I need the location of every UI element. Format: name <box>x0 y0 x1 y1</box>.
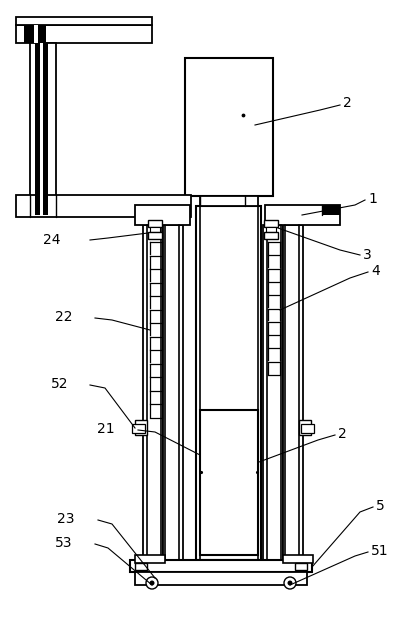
Polygon shape <box>30 43 56 215</box>
Polygon shape <box>301 424 314 433</box>
Text: 21: 21 <box>97 422 115 436</box>
Circle shape <box>146 577 158 589</box>
Polygon shape <box>196 206 261 560</box>
Polygon shape <box>322 205 340 215</box>
Polygon shape <box>130 560 312 572</box>
Polygon shape <box>35 43 40 215</box>
Polygon shape <box>135 205 190 225</box>
Polygon shape <box>143 225 163 560</box>
Polygon shape <box>150 227 160 232</box>
Polygon shape <box>135 572 307 585</box>
Polygon shape <box>16 25 152 43</box>
Polygon shape <box>40 43 43 215</box>
Polygon shape <box>38 25 46 43</box>
Polygon shape <box>283 555 313 563</box>
Polygon shape <box>265 205 340 225</box>
Text: 53: 53 <box>55 536 72 550</box>
Polygon shape <box>295 563 307 570</box>
Polygon shape <box>266 227 276 232</box>
Polygon shape <box>132 424 145 433</box>
Polygon shape <box>185 58 273 196</box>
Polygon shape <box>135 563 147 570</box>
Polygon shape <box>148 220 162 227</box>
Text: 1: 1 <box>368 192 377 206</box>
Polygon shape <box>135 420 147 435</box>
Polygon shape <box>148 232 162 239</box>
Circle shape <box>150 580 155 585</box>
Circle shape <box>284 577 296 589</box>
Text: 51: 51 <box>371 544 388 558</box>
Text: 3: 3 <box>363 248 372 262</box>
Text: 23: 23 <box>58 512 75 526</box>
Polygon shape <box>16 195 191 217</box>
Polygon shape <box>34 25 38 43</box>
Polygon shape <box>16 17 152 25</box>
Polygon shape <box>163 225 183 560</box>
Text: 4: 4 <box>371 264 380 278</box>
Circle shape <box>288 580 292 585</box>
Polygon shape <box>299 420 311 435</box>
Polygon shape <box>135 555 165 563</box>
Polygon shape <box>200 196 258 206</box>
Polygon shape <box>283 225 303 560</box>
Polygon shape <box>264 220 278 227</box>
Text: 52: 52 <box>50 377 68 391</box>
Polygon shape <box>24 25 34 43</box>
Text: 2: 2 <box>343 96 352 110</box>
Polygon shape <box>43 43 48 215</box>
Polygon shape <box>263 225 283 560</box>
Polygon shape <box>200 410 258 555</box>
Text: 5: 5 <box>376 499 385 513</box>
Text: 2: 2 <box>338 427 347 441</box>
Polygon shape <box>264 232 278 239</box>
Text: 22: 22 <box>55 310 73 324</box>
Text: 24: 24 <box>42 233 60 247</box>
